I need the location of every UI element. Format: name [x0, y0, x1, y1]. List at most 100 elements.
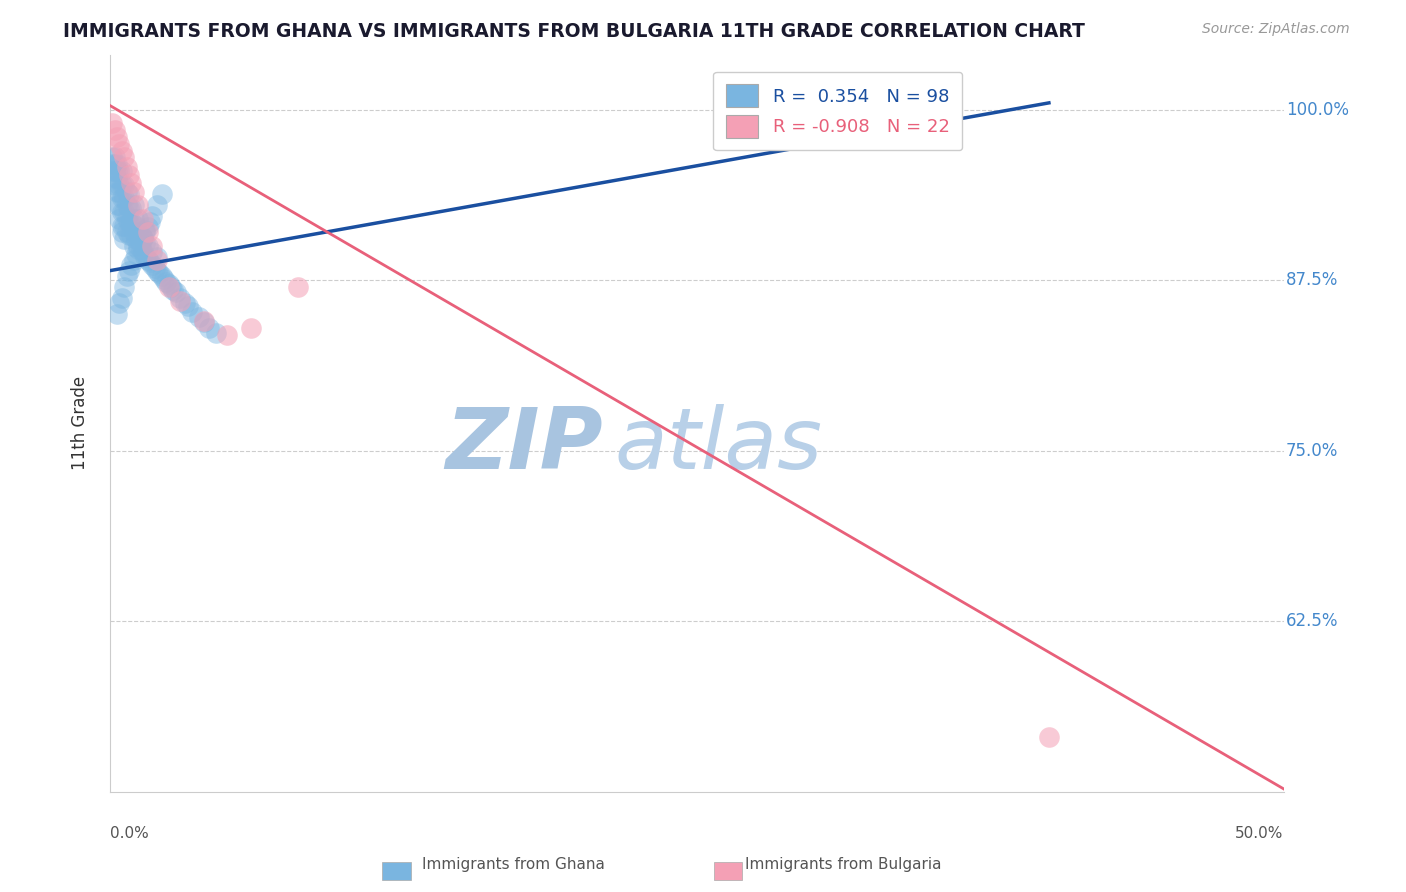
Point: [111, 191, 134, 205]
Point: [108, 164, 131, 178]
Point: [120, 201, 142, 215]
Point: [146, 263, 169, 277]
Point: [104, 123, 127, 137]
Text: Immigrants from Ghana: Immigrants from Ghana: [422, 857, 605, 872]
Point: [136, 219, 159, 234]
Point: [139, 214, 162, 228]
Point: [148, 266, 170, 280]
Point: [162, 283, 184, 297]
Point: [115, 226, 138, 240]
Text: Source: ZipAtlas.com: Source: ZipAtlas.com: [1202, 22, 1350, 37]
Point: [111, 219, 134, 233]
Point: [111, 178, 134, 192]
Point: [129, 236, 152, 251]
Point: [118, 168, 141, 182]
Point: [141, 244, 163, 259]
Point: [108, 185, 131, 199]
Text: 0.0%: 0.0%: [110, 826, 149, 841]
Point: [204, 326, 226, 341]
Point: [104, 178, 127, 192]
Point: [1038, 730, 1060, 744]
Text: 87.5%: 87.5%: [1286, 271, 1339, 289]
Point: [143, 260, 166, 275]
Point: [169, 293, 191, 308]
Point: [127, 211, 149, 226]
Point: [146, 252, 169, 267]
Point: [125, 232, 148, 246]
Point: [193, 314, 215, 328]
Point: [108, 211, 131, 226]
Point: [122, 185, 145, 199]
Text: atlas: atlas: [614, 404, 823, 487]
Point: [155, 275, 177, 289]
Point: [181, 304, 204, 318]
Point: [108, 198, 131, 212]
Point: [101, 164, 124, 178]
Point: [122, 239, 145, 253]
Point: [112, 232, 135, 246]
Point: [125, 247, 148, 261]
Point: [157, 277, 180, 292]
Point: [132, 231, 155, 245]
Point: [122, 198, 145, 212]
Point: [105, 307, 128, 321]
Point: [111, 226, 134, 240]
Point: [146, 250, 169, 264]
Text: ZIP: ZIP: [446, 404, 603, 487]
Point: [132, 244, 155, 259]
Point: [136, 226, 159, 240]
Y-axis label: 11th Grade: 11th Grade: [72, 376, 89, 470]
Point: [132, 231, 155, 245]
Point: [101, 150, 124, 164]
Point: [118, 263, 141, 277]
Text: 62.5%: 62.5%: [1286, 612, 1339, 630]
Point: [239, 321, 262, 335]
Point: [118, 187, 141, 202]
Point: [120, 214, 142, 228]
Point: [115, 198, 138, 212]
Point: [141, 209, 163, 223]
Point: [125, 219, 148, 233]
Point: [129, 242, 152, 256]
Point: [160, 280, 183, 294]
Point: [105, 170, 128, 185]
Point: [115, 211, 138, 226]
Point: [108, 296, 131, 310]
Point: [105, 198, 128, 212]
Point: [118, 214, 141, 228]
Point: [134, 236, 156, 251]
Point: [105, 185, 128, 199]
Point: [111, 205, 134, 219]
Point: [112, 219, 135, 233]
Text: Immigrants from Bulgaria: Immigrants from Bulgaria: [745, 857, 942, 872]
Point: [141, 239, 163, 253]
Point: [136, 252, 159, 267]
Point: [127, 226, 149, 240]
Point: [111, 291, 134, 305]
Point: [104, 164, 127, 178]
Point: [157, 280, 180, 294]
Point: [118, 228, 141, 243]
Point: [132, 211, 155, 226]
Point: [134, 223, 156, 237]
Point: [105, 157, 128, 171]
Point: [122, 211, 145, 226]
Text: IMMIGRANTS FROM GHANA VS IMMIGRANTS FROM BULGARIA 11TH GRADE CORRELATION CHART: IMMIGRANTS FROM GHANA VS IMMIGRANTS FROM…: [63, 22, 1085, 41]
Point: [188, 310, 211, 324]
Text: 75.0%: 75.0%: [1286, 442, 1339, 459]
Point: [122, 226, 145, 240]
Point: [120, 258, 142, 272]
Point: [112, 150, 135, 164]
Point: [287, 280, 309, 294]
Point: [115, 160, 138, 174]
Point: [112, 191, 135, 205]
Point: [176, 299, 198, 313]
Text: 100.0%: 100.0%: [1286, 101, 1348, 119]
Point: [197, 321, 219, 335]
Point: [150, 269, 173, 284]
Point: [150, 187, 173, 202]
Point: [141, 258, 163, 272]
Point: [136, 239, 159, 253]
Point: [101, 116, 124, 130]
Point: [104, 170, 127, 185]
